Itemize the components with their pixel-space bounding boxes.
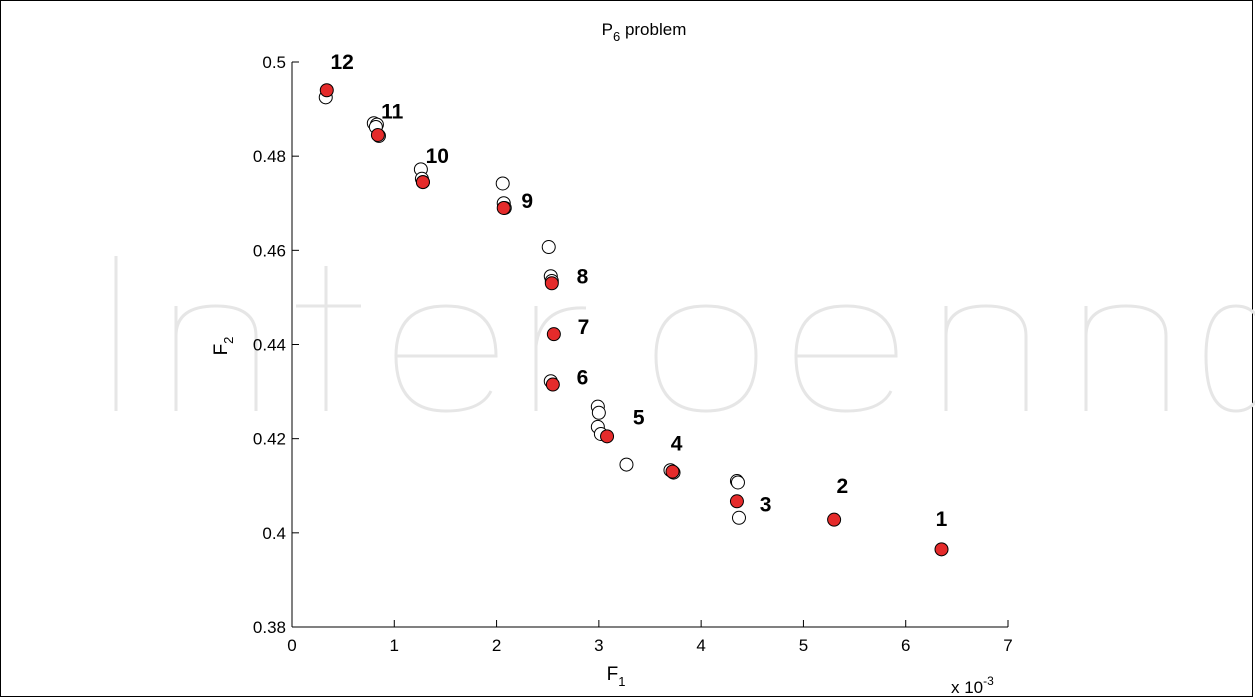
x-tick-label: 5 bbox=[799, 636, 808, 655]
title-main: P bbox=[602, 20, 613, 39]
x-multiplier: x 10-3 bbox=[951, 674, 994, 697]
x-tick-label: 0 bbox=[287, 636, 296, 655]
open-point bbox=[541, 240, 556, 255]
y-ticks: 0.38 0.4 0.42 0.44 0.46 0.48 0.5 bbox=[253, 53, 299, 637]
x-tick-label: 1 bbox=[390, 636, 399, 655]
open-point bbox=[619, 457, 634, 472]
x-tick-label: 4 bbox=[696, 636, 705, 655]
x-tick-label: 7 bbox=[1003, 636, 1012, 655]
y-tick-label: 0.46 bbox=[253, 241, 286, 260]
filled-point bbox=[545, 377, 560, 392]
filled-point bbox=[496, 200, 511, 215]
x-tick-label: 3 bbox=[594, 636, 603, 655]
y-tick-label: 0.44 bbox=[253, 336, 286, 355]
point-label: 5 bbox=[633, 407, 645, 430]
point-label: 10 bbox=[426, 145, 449, 168]
y-axis-label-subscript: 2 bbox=[221, 337, 236, 344]
point-label: 1 bbox=[936, 508, 948, 531]
y-tick-label: 0.38 bbox=[253, 618, 286, 637]
point-label: 4 bbox=[671, 432, 683, 455]
open-point bbox=[495, 176, 510, 191]
point-label: 11 bbox=[381, 101, 404, 124]
x-axis-label-subscript: 1 bbox=[618, 674, 625, 689]
x-multiplier-base: x 10 bbox=[951, 678, 983, 697]
filled-point bbox=[827, 512, 842, 527]
y-axis-label-main: F bbox=[211, 344, 232, 356]
y-axis-label: F2 bbox=[211, 337, 236, 356]
filled-point bbox=[665, 464, 680, 479]
point-label: 2 bbox=[836, 475, 848, 498]
point-label: 12 bbox=[330, 51, 353, 74]
x-multiplier-exponent: -3 bbox=[983, 674, 994, 688]
point-label: 6 bbox=[577, 367, 589, 390]
point-label: 7 bbox=[578, 316, 590, 339]
x-tick-label: 2 bbox=[492, 636, 501, 655]
open-point bbox=[730, 475, 745, 490]
filled-point bbox=[934, 542, 949, 557]
filled-point bbox=[546, 327, 561, 342]
y-tick-label: 0.48 bbox=[253, 147, 286, 166]
filled-point bbox=[415, 175, 430, 190]
y-tick-label: 0.4 bbox=[262, 524, 286, 543]
open-point bbox=[731, 510, 746, 525]
filled-point bbox=[319, 83, 334, 98]
chart-title: P6 problem bbox=[602, 20, 687, 44]
filled-circle-series bbox=[319, 83, 949, 557]
title-rest: problem bbox=[620, 20, 686, 39]
filled-point bbox=[600, 429, 615, 444]
point-label: 3 bbox=[760, 494, 772, 517]
x-axis-label-main: F bbox=[607, 664, 619, 685]
filled-point bbox=[729, 494, 744, 509]
axes bbox=[291, 62, 1008, 628]
x-axis-label: F1 bbox=[607, 664, 626, 689]
filled-point bbox=[370, 127, 385, 142]
point-label: 9 bbox=[521, 190, 533, 213]
y-tick-label: 0.5 bbox=[262, 53, 286, 72]
x-tick-label: 6 bbox=[901, 636, 910, 655]
open-circle-series bbox=[318, 90, 746, 525]
x-ticks: 0 1 2 3 4 5 6 7 bbox=[287, 620, 1013, 655]
y-tick-label: 0.42 bbox=[253, 430, 286, 449]
point-label: 8 bbox=[577, 265, 589, 288]
open-point bbox=[591, 405, 606, 420]
title-subscript: 6 bbox=[613, 29, 620, 44]
filled-point bbox=[544, 276, 559, 291]
